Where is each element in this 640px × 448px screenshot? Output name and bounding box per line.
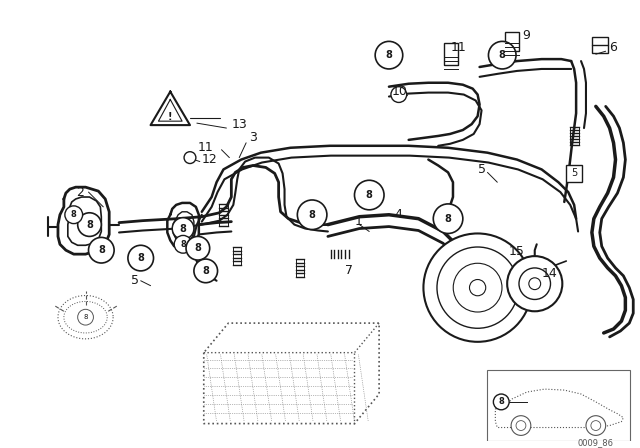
Text: 8: 8 xyxy=(180,224,186,233)
Circle shape xyxy=(128,246,154,271)
Text: 8: 8 xyxy=(445,214,451,224)
Text: 10: 10 xyxy=(392,85,408,98)
Circle shape xyxy=(453,263,502,312)
Text: 3: 3 xyxy=(249,131,257,144)
Circle shape xyxy=(433,204,463,233)
Text: 8: 8 xyxy=(180,240,186,249)
Circle shape xyxy=(391,86,406,103)
Circle shape xyxy=(65,206,83,224)
Circle shape xyxy=(88,237,114,263)
Text: 9: 9 xyxy=(522,29,530,42)
Text: 8: 8 xyxy=(499,397,504,406)
Text: 0009_86: 0009_86 xyxy=(578,438,614,448)
Text: 8: 8 xyxy=(308,210,316,220)
Text: 2: 2 xyxy=(76,185,84,198)
Text: 8: 8 xyxy=(195,243,202,253)
Circle shape xyxy=(424,233,532,342)
Circle shape xyxy=(375,41,403,69)
Text: 11: 11 xyxy=(451,41,467,54)
Text: 8: 8 xyxy=(138,253,144,263)
Text: 5: 5 xyxy=(571,168,577,178)
Text: 8: 8 xyxy=(71,210,77,219)
Text: 6: 6 xyxy=(610,41,618,54)
Bar xyxy=(592,38,607,53)
Text: 8: 8 xyxy=(202,266,209,276)
Text: 5: 5 xyxy=(477,163,486,176)
Text: 8: 8 xyxy=(98,245,105,255)
Circle shape xyxy=(77,309,93,325)
Text: 1: 1 xyxy=(355,215,362,228)
Circle shape xyxy=(194,259,218,283)
Bar xyxy=(566,164,582,182)
Circle shape xyxy=(355,180,384,210)
Text: 4: 4 xyxy=(394,208,402,221)
Circle shape xyxy=(511,416,531,435)
Circle shape xyxy=(186,237,210,260)
Circle shape xyxy=(174,236,192,253)
Text: 5: 5 xyxy=(131,274,139,287)
Circle shape xyxy=(586,416,605,435)
Bar xyxy=(488,370,630,441)
Text: 8: 8 xyxy=(385,50,392,60)
Circle shape xyxy=(298,200,327,229)
Circle shape xyxy=(493,394,509,410)
Text: 8: 8 xyxy=(83,314,88,320)
Circle shape xyxy=(488,41,516,69)
Text: 14: 14 xyxy=(541,267,557,280)
Text: 11: 11 xyxy=(198,141,214,154)
Text: !: ! xyxy=(168,112,173,122)
Text: 7: 7 xyxy=(344,264,353,277)
Circle shape xyxy=(172,218,194,239)
Text: 8: 8 xyxy=(86,220,93,229)
Text: 8: 8 xyxy=(499,50,506,60)
Circle shape xyxy=(184,152,196,164)
Text: 15: 15 xyxy=(509,245,525,258)
Polygon shape xyxy=(150,91,190,125)
Text: 13: 13 xyxy=(231,118,247,131)
Circle shape xyxy=(529,278,541,289)
Text: 12: 12 xyxy=(202,153,218,166)
Text: 8: 8 xyxy=(366,190,372,200)
Bar xyxy=(505,31,519,51)
Circle shape xyxy=(77,213,101,237)
Circle shape xyxy=(507,256,563,311)
Bar xyxy=(444,43,458,65)
